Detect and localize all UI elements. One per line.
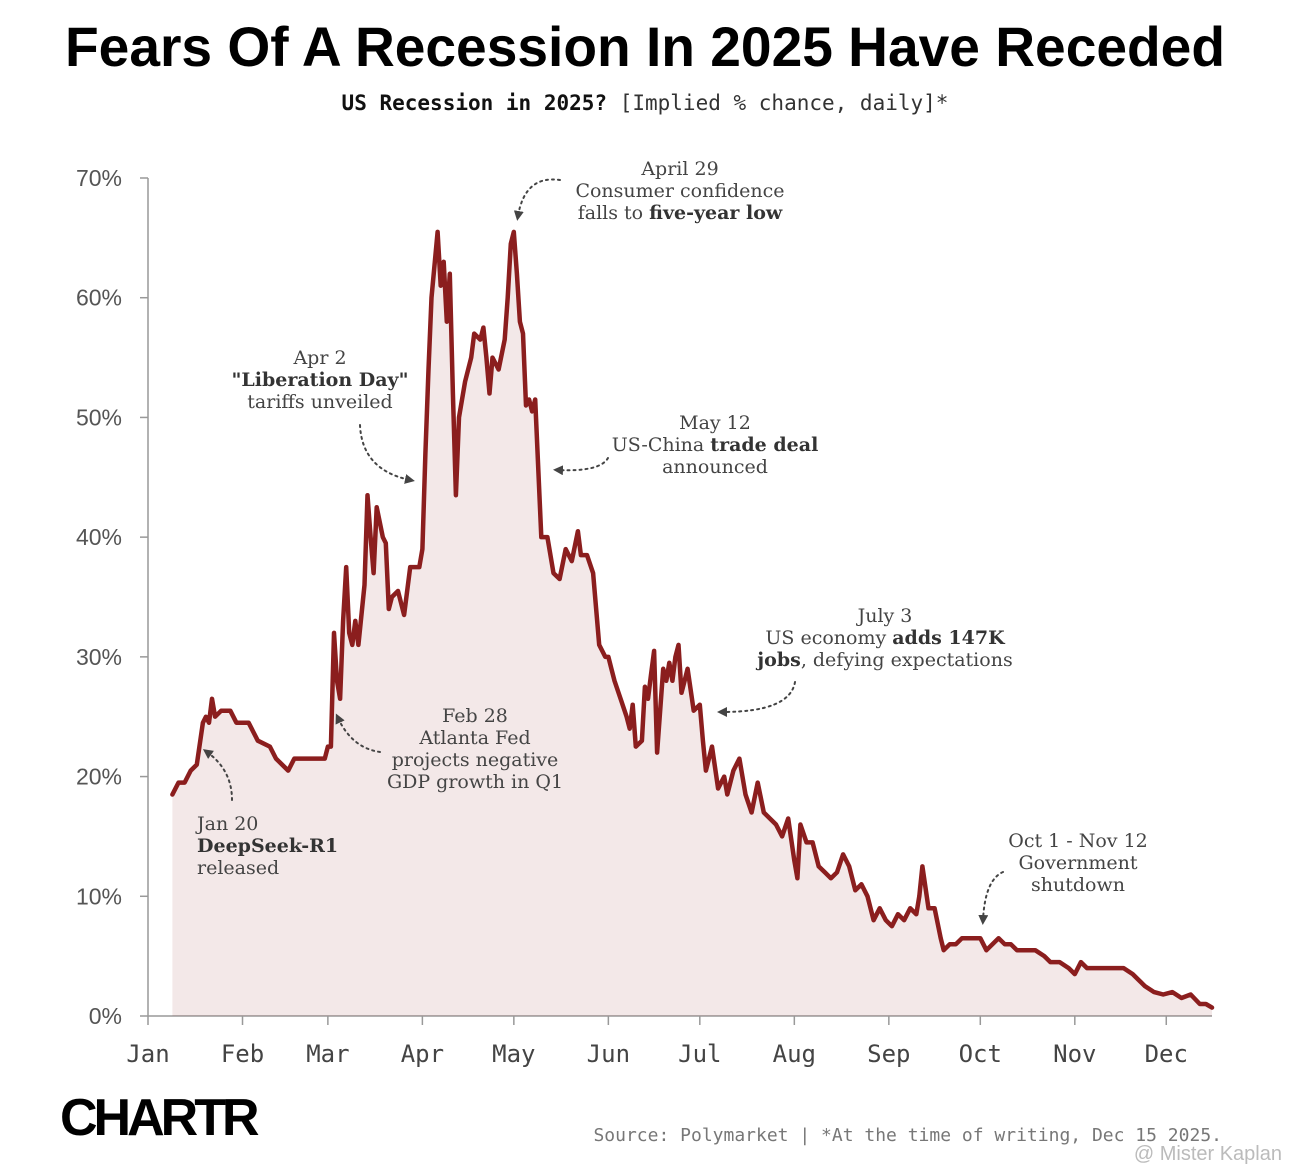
annotation: April 29 Consumer confidence falls to five… (575, 158, 784, 224)
x-tick-label: Dec (1145, 1040, 1188, 1068)
subtitle-note: [Implied % chance, daily]* (607, 91, 948, 115)
annotation-text: Atlanta Fed (418, 727, 530, 749)
annotation-text: Oct 1 - Nov 12 (1008, 830, 1148, 852)
annotation-text: "Liberation Day" (232, 369, 409, 391)
annotation-text: falls to (578, 202, 649, 224)
annotation-text: Government (1018, 852, 1137, 874)
x-tick-label: Mar (306, 1040, 349, 1068)
annotation: Feb 28 Atlanta Fed projects negative GDP gr… (387, 705, 563, 793)
chart-subtitle: US Recession in 2025? [Implied % chance,… (342, 91, 949, 115)
annotation-text: July 3 (856, 605, 913, 627)
annotation: May 12 US-China trade deal announced (612, 412, 819, 478)
annotation-text: shutdown (1031, 874, 1125, 896)
y-tick-label: 20% (76, 764, 122, 790)
annotation-text: jobs (755, 649, 801, 671)
x-tick-label: Apr (401, 1040, 444, 1068)
annotation-text: five-year low (649, 202, 783, 224)
annotation-text: GDP growth in Q1 (387, 771, 563, 793)
annotation-text: projects negative (392, 749, 559, 771)
y-tick-label: 10% (76, 883, 122, 909)
annotation-text: trade deal (710, 434, 818, 456)
x-tick-label: Sep (867, 1040, 910, 1068)
annotation: Oct 1 - Nov 12 Government shutdown (1008, 830, 1148, 896)
line (170, 229, 1215, 1010)
annotation-text: May 12 (679, 412, 751, 434)
x-tick-label: Nov (1053, 1040, 1096, 1068)
annotation-arrow (335, 713, 381, 753)
x-tick-label: Oct (959, 1040, 1002, 1068)
y-tick-label: 70% (76, 165, 122, 191)
annotation-text: Feb 28 (442, 705, 508, 727)
annotation-arrow (717, 681, 796, 717)
y-tick-label: 40% (76, 524, 122, 550)
subtitle-main: US Recession in 2025? (342, 91, 608, 115)
annotation: Apr 2 "Liberation Day" tariffs unveiled (232, 347, 409, 413)
annotation-text: Consumer confidence (575, 180, 784, 202)
x-tick-label: Jan (126, 1040, 169, 1068)
annotation-arrow (553, 457, 609, 476)
annotation-text: released (197, 857, 279, 879)
annotation-text: Jan 20 (195, 813, 258, 835)
annotation-text: DeepSeek-R1 (197, 835, 338, 857)
annotation-text: April 29 (640, 158, 718, 180)
annotation-text: US-China (612, 434, 711, 456)
x-tick-label: Jul (678, 1040, 721, 1068)
annotation-text: announced (662, 456, 768, 478)
annotation-text: tariffs unveiled (247, 391, 392, 413)
annotation: Jan 20 DeepSeek-R1 released (195, 813, 338, 879)
annotation-arrow (978, 871, 1004, 925)
area (172, 231, 1212, 1016)
annotation-arrow (359, 424, 415, 484)
annotation-text: US economy (765, 627, 892, 649)
chart-title: Fears Of A Recession In 2025 Have Recede… (65, 15, 1225, 78)
y-tick-label: 30% (76, 644, 122, 670)
x-tick-label: May (492, 1040, 535, 1068)
x-tick-label: Aug (773, 1040, 816, 1068)
y-tick-label: 60% (76, 285, 122, 311)
y-tick-label: 0% (89, 1003, 122, 1029)
annotation: July 3 US economy adds 147K jobs, defying … (755, 605, 1012, 671)
x-tick-label: Feb (221, 1040, 264, 1068)
annotation-text: , defying expectations (801, 649, 1013, 671)
logo: CHARTR (60, 1089, 259, 1147)
annotation-arrow (513, 178, 561, 221)
annotation-text: Apr 2 (292, 347, 346, 369)
source: Source: Polymarket | *At the time of wri… (593, 1125, 1222, 1146)
watermark: @ Mister Kaplan (1134, 1143, 1282, 1165)
y-tick-label: 50% (76, 404, 122, 430)
x-tick-label: Jun (587, 1040, 630, 1068)
annotation-text: adds 147K (892, 627, 1006, 649)
